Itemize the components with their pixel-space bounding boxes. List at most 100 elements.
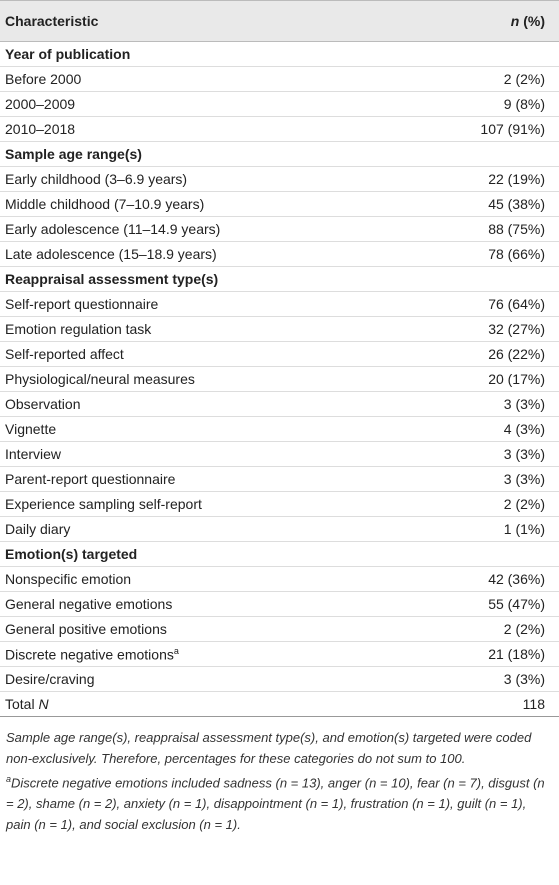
- footnote-text: Discrete negative emotions included sadn…: [6, 775, 545, 833]
- row-label: Vignette: [5, 421, 57, 437]
- footnote-marker: a: [173, 645, 179, 656]
- row-value: 88 (75%): [488, 221, 545, 237]
- table-row: Before 2000 2 (2%): [0, 67, 559, 92]
- row-label-cell: Emotion regulation task: [5, 321, 151, 337]
- table-row: General positive emotions 2 (2%): [0, 617, 559, 642]
- table-row: Early childhood (3–6.9 years) 22 (19%): [0, 167, 559, 192]
- header-cell: n (%): [511, 13, 545, 29]
- row-value: 21 (18%): [488, 646, 545, 662]
- row-label-cell: Interview: [5, 446, 61, 462]
- row-label: Interview: [5, 446, 62, 462]
- row-label-cell: Early adolescence (11–14.9 years): [5, 221, 220, 237]
- row-label: General positive emotions: [5, 621, 167, 637]
- row-label: Emotion regulation task: [5, 321, 152, 337]
- row-value: 55 (47%): [488, 596, 545, 612]
- row-label-cell: 2000–2009: [5, 96, 75, 112]
- row-label-cell: Self-report questionnaire: [5, 296, 158, 312]
- row-label: 2010–2018: [5, 121, 76, 137]
- header-pct: (%): [523, 13, 545, 29]
- table-row: Nonspecific emotion 42 (36%): [0, 567, 559, 592]
- row-label: Discrete negative emotions: [5, 646, 174, 663]
- row-label: Observation: [5, 396, 81, 412]
- row-value: 3 (3%): [503, 671, 545, 687]
- header-cell: Characteristic: [5, 13, 99, 29]
- row-label: Total: [5, 696, 35, 712]
- row-value: 2 (2%): [503, 621, 545, 637]
- footnote-marker: a: [6, 774, 12, 784]
- table-header: Characteristic n (%): [0, 0, 559, 42]
- row-label-cell: Observation: [5, 396, 80, 412]
- row-label-cell: 2010–2018: [5, 121, 75, 137]
- row-label: Experience sampling self-report: [5, 496, 202, 512]
- section-label: Sample age range(s): [5, 146, 142, 162]
- row-label: Parent-report questionnaire: [5, 471, 176, 487]
- table-body: Year of publication Before 2000 2 (2%) 2000…: [0, 42, 559, 717]
- row-label-cell: Discrete negative emotionsa: [5, 646, 179, 663]
- table-row: Middle childhood (7–10.9 years) 45 (38%): [0, 192, 559, 217]
- table-row: Vignette 4 (3%): [0, 417, 559, 442]
- row-label-cell: Parent-report questionnaire: [5, 471, 175, 487]
- row-label: Desire/craving: [5, 671, 95, 687]
- row-label-cell: General positive emotions: [5, 621, 167, 637]
- row-label: Early adolescence (11–14.9 years): [5, 221, 221, 237]
- table-row: Emotion regulation task 32 (27%): [0, 317, 559, 342]
- table-row: General negative emotions 55 (47%): [0, 592, 559, 617]
- table-row: Parent-report questionnaire 3 (3%): [0, 467, 559, 492]
- row-label-cell: General negative emotions: [5, 596, 172, 612]
- row-label-cell: Desire/craving: [5, 671, 94, 687]
- row-label-cell: Physiological/neural measures: [5, 371, 195, 387]
- row-value: 26 (22%): [488, 346, 545, 362]
- header-n: n: [510, 13, 520, 29]
- table-row: Observation 3 (3%): [0, 392, 559, 417]
- row-value: 3 (3%): [503, 396, 545, 412]
- row-value: 9 (8%): [503, 96, 545, 112]
- row-value: 42 (36%): [488, 571, 545, 587]
- table-row: Desire/craving 3 (3%): [0, 667, 559, 692]
- section-label: Emotion(s) targeted: [5, 546, 138, 562]
- row-label-italic: N: [38, 696, 49, 712]
- table-row: Late adolescence (15–18.9 years) 78 (66%): [0, 242, 559, 267]
- row-label: Early childhood (3–6.9 years): [5, 171, 188, 187]
- row-value: 20 (17%): [488, 371, 545, 387]
- table-row: Physiological/neural measures 20 (17%): [0, 367, 559, 392]
- row-value: 107 (91%): [480, 121, 545, 137]
- row-value: 118: [522, 696, 545, 712]
- section-row: Year of publication: [0, 42, 559, 67]
- table-row: Discrete negative emotionsa 21 (18%): [0, 642, 559, 667]
- table-row: Experience sampling self-report 2 (2%): [0, 492, 559, 517]
- row-label-cell: Middle childhood (7–10.9 years): [5, 196, 204, 212]
- row-value: 3 (3%): [503, 446, 545, 462]
- row-label: Daily diary: [5, 521, 71, 537]
- row-label: Nonspecific emotion: [5, 571, 132, 587]
- row-value: 76 (64%): [488, 296, 545, 312]
- footnotes: Sample age range(s), reappraisal assessm…: [0, 717, 559, 835]
- footnote: Sample age range(s), reappraisal assessm…: [6, 727, 553, 769]
- row-value: 1 (1%): [503, 521, 545, 537]
- table-row: 2000–2009 9 (8%): [0, 92, 559, 117]
- row-value: 45 (38%): [488, 196, 545, 212]
- section-row: Sample age range(s): [0, 142, 559, 167]
- row-label: General negative emotions: [5, 596, 173, 612]
- row-label: Self-report questionnaire: [5, 296, 159, 312]
- row-label-cell: Before 2000: [5, 71, 81, 87]
- section-label: Year of publication: [5, 46, 131, 62]
- table-row: Daily diary 1 (1%): [0, 517, 559, 542]
- section-row: Emotion(s) targeted: [0, 542, 559, 567]
- row-value: 78 (66%): [488, 246, 545, 262]
- row-label-cell: Daily diary: [5, 521, 70, 537]
- row-label-cell: Experience sampling self-report: [5, 496, 202, 512]
- row-label: Self-reported affect: [5, 346, 124, 362]
- row-label-cell: Nonspecific emotion: [5, 571, 131, 587]
- row-value: 22 (19%): [488, 171, 545, 187]
- row-label-cell: Self-reported affect: [5, 346, 124, 362]
- table-row: Self-report questionnaire 76 (64%): [0, 292, 559, 317]
- footnote-text: Sample age range(s), reappraisal assessm…: [6, 730, 532, 766]
- footnote: aDiscrete negative emotions included sad…: [6, 769, 553, 835]
- row-label: Late adolescence (15–18.9 years): [5, 246, 217, 262]
- table-row: Early adolescence (11–14.9 years) 88 (75%…: [0, 217, 559, 242]
- row-label-cell: Late adolescence (15–18.9 years): [5, 246, 217, 262]
- row-value: 3 (3%): [503, 471, 545, 487]
- row-label-cell: Total N: [5, 696, 49, 712]
- row-label: Middle childhood (7–10.9 years): [5, 196, 205, 212]
